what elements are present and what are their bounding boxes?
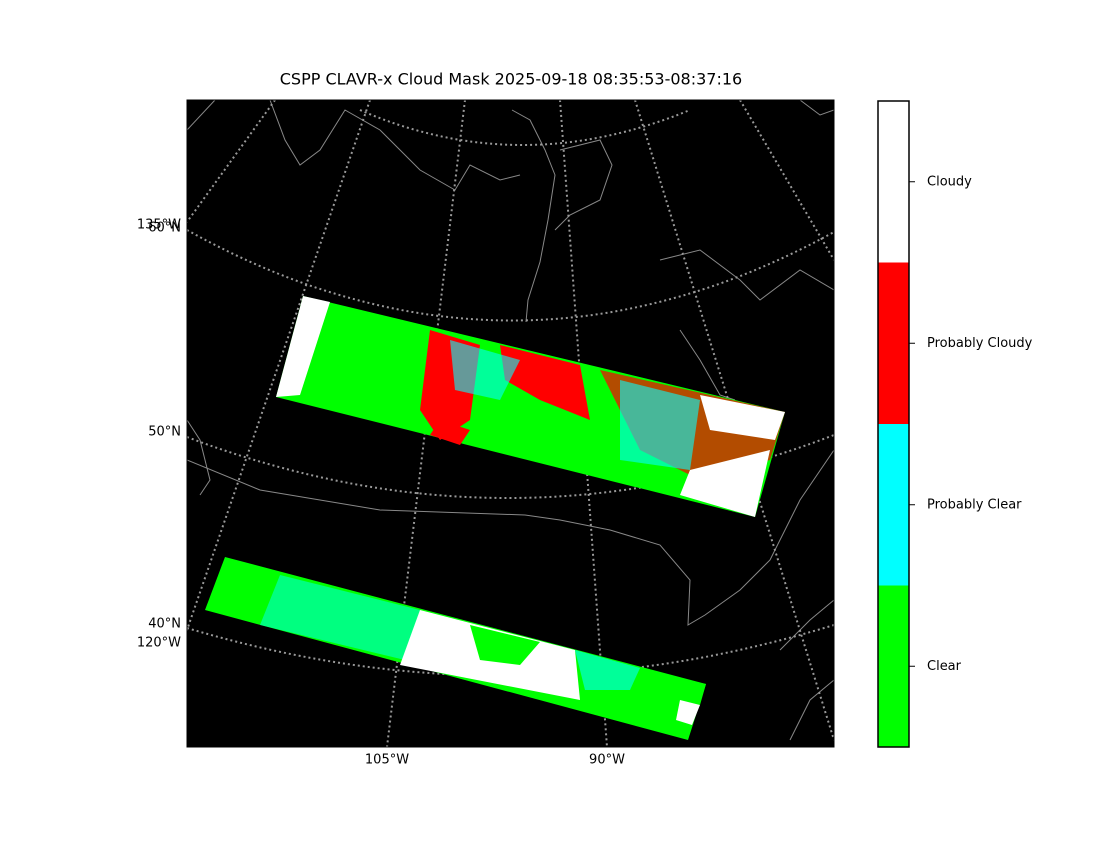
colorbar-label: Clear: [927, 659, 962, 674]
map-frame: [186, 99, 835, 748]
colorbar-segment: [878, 424, 909, 586]
colorbar: Cloudy Probably Cloudy Probably Clear Clear: [877, 100, 1033, 748]
map: [187, 100, 834, 747]
lat-label: 60°N: [148, 221, 181, 236]
colorbar-label: Probably Clear: [927, 497, 1022, 512]
lat-label: 40°N: [148, 617, 181, 632]
swath-lower: [205, 557, 706, 740]
colorbar-frame: [877, 100, 910, 748]
colorbar-label: Cloudy: [927, 174, 972, 189]
colorbar-segment: [878, 585, 909, 747]
coastlines: [187, 100, 834, 741]
swath-upper: [276, 296, 785, 517]
lon-label: 120°W: [137, 636, 181, 651]
title: CSPP CLAVR-x Cloud Mask 2025-09-18 08:35…: [280, 70, 742, 89]
lon-label: 90°W: [589, 753, 625, 768]
lat-label: 50°N: [148, 425, 181, 440]
lon-label: 105°W: [365, 753, 409, 768]
colorbar-label: Probably Cloudy: [927, 336, 1033, 351]
colorbar-segment: [878, 101, 909, 263]
colorbar-segment: [878, 262, 909, 424]
lon-label: 135°W: [137, 218, 181, 233]
